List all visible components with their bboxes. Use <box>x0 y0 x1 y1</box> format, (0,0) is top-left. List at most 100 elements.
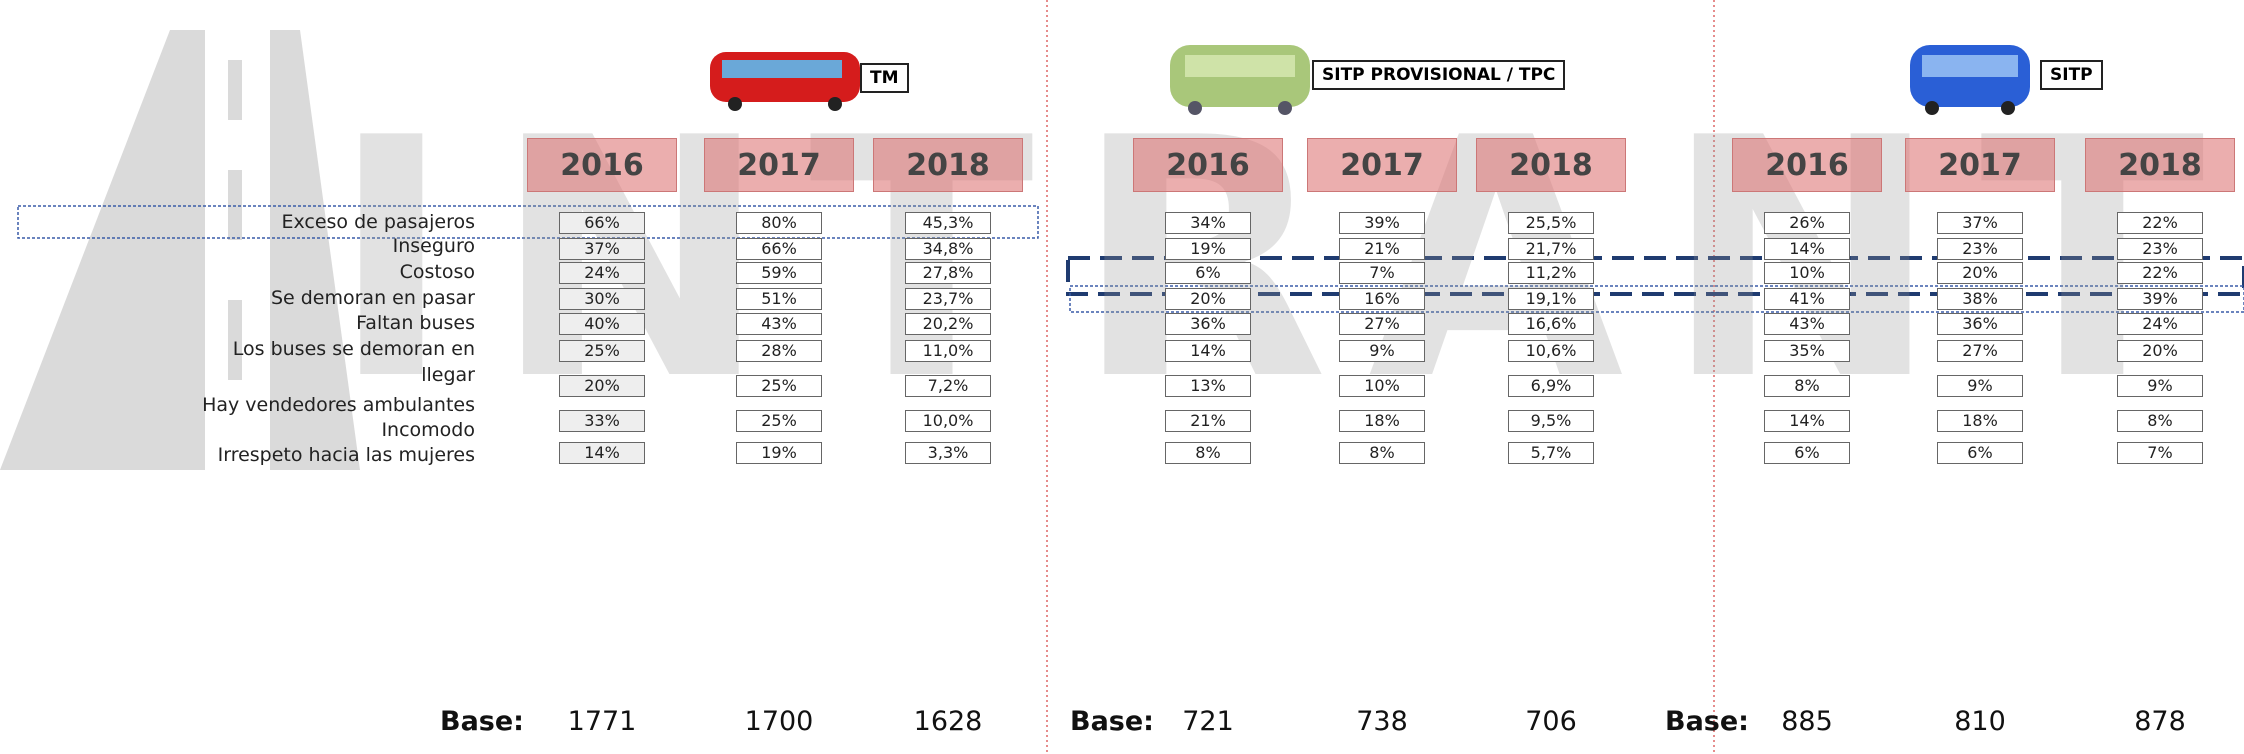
row-label: Hay vendedores ambulantes <box>202 394 475 416</box>
row-label: Irrespeto hacia las mujeres <box>217 444 475 466</box>
value-cell: 18% <box>1937 410 2023 432</box>
value-cell: 33% <box>559 410 645 432</box>
value-cell: 14% <box>1764 238 1850 260</box>
value-cell: 6% <box>1937 442 2023 464</box>
value-cell: 13% <box>1165 375 1251 397</box>
value-cell: 51% <box>736 288 822 310</box>
value-cell: 16,6% <box>1508 313 1594 335</box>
value-cell: 10,6% <box>1508 340 1594 362</box>
value-cell: 36% <box>1937 313 2023 335</box>
value-cell: 21% <box>1165 410 1251 432</box>
value-cell: 45,3% <box>905 212 991 234</box>
value-cell: 6% <box>1165 262 1251 284</box>
base-label: Base: <box>440 706 524 737</box>
value-cell: 28% <box>736 340 822 362</box>
value-cell: 66% <box>559 212 645 234</box>
base-value: 1628 <box>913 706 983 737</box>
highlight <box>17 205 1039 239</box>
year-header: 2017 <box>704 138 854 192</box>
value-cell: 27% <box>1339 313 1425 335</box>
value-cell: 24% <box>2117 313 2203 335</box>
value-cell: 6,9% <box>1508 375 1594 397</box>
year-header: 2018 <box>1476 138 1626 192</box>
bus-icon <box>1910 45 2030 115</box>
value-cell: 9% <box>2117 375 2203 397</box>
value-cell: 59% <box>736 262 822 284</box>
value-cell: 16% <box>1339 288 1425 310</box>
base-value: 1771 <box>567 706 637 737</box>
logo-road <box>270 30 360 470</box>
value-cell: 35% <box>1764 340 1850 362</box>
row-label: Inseguro <box>392 235 475 257</box>
value-cell: 80% <box>736 212 822 234</box>
bus-icon <box>1170 45 1310 115</box>
year-header: 2018 <box>2085 138 2235 192</box>
value-cell: 10% <box>1339 375 1425 397</box>
row-label: Faltan buses <box>356 312 475 334</box>
year-header: 2017 <box>1307 138 1457 192</box>
value-cell: 8% <box>2117 410 2203 432</box>
value-cell: 41% <box>1764 288 1850 310</box>
year-header: 2016 <box>1133 138 1283 192</box>
value-cell: 25,5% <box>1508 212 1594 234</box>
value-cell: 37% <box>1937 212 2023 234</box>
value-cell: 8% <box>1764 375 1850 397</box>
value-cell: 7% <box>2117 442 2203 464</box>
value-cell: 36% <box>1165 313 1251 335</box>
group-name: TM <box>860 63 909 93</box>
value-cell: 27% <box>1937 340 2023 362</box>
value-cell: 10% <box>1764 262 1850 284</box>
base-value: 706 <box>1525 706 1577 737</box>
value-cell: 20% <box>1165 288 1251 310</box>
value-cell: 14% <box>1764 410 1850 432</box>
bus-icon <box>710 52 860 111</box>
value-cell: 39% <box>1339 212 1425 234</box>
value-cell: 11,2% <box>1508 262 1594 284</box>
value-cell: 8% <box>1339 442 1425 464</box>
value-cell: 20% <box>2117 340 2203 362</box>
value-cell: 25% <box>559 340 645 362</box>
value-cell: 39% <box>2117 288 2203 310</box>
value-cell: 9,5% <box>1508 410 1594 432</box>
year-header: 2018 <box>873 138 1023 192</box>
value-cell: 19% <box>736 442 822 464</box>
base-label: Base: <box>1665 706 1749 737</box>
value-cell: 23,7% <box>905 288 991 310</box>
year-header: 2016 <box>1732 138 1882 192</box>
value-cell: 7,2% <box>905 375 991 397</box>
group-name: SITP <box>2040 60 2103 90</box>
value-cell: 19,1% <box>1508 288 1594 310</box>
value-cell: 7% <box>1339 262 1425 284</box>
base-value: 885 <box>1781 706 1833 737</box>
highlight <box>1069 285 2244 313</box>
base-value: 810 <box>1954 706 2006 737</box>
value-cell: 26% <box>1764 212 1850 234</box>
value-cell: 5,7% <box>1508 442 1594 464</box>
value-cell: 3,3% <box>905 442 991 464</box>
value-cell: 8% <box>1165 442 1251 464</box>
value-cell: 30% <box>559 288 645 310</box>
value-cell: 43% <box>736 313 822 335</box>
value-cell: 24% <box>559 262 645 284</box>
value-cell: 19% <box>1165 238 1251 260</box>
highlight <box>1066 256 2244 296</box>
row-label: Los buses se demoran en llegar <box>232 338 475 386</box>
value-cell: 21,7% <box>1508 238 1594 260</box>
value-cell: 10,0% <box>905 410 991 432</box>
value-cell: 20% <box>1937 262 2023 284</box>
value-cell: 25% <box>736 375 822 397</box>
value-cell: 9% <box>1339 340 1425 362</box>
base-value: 721 <box>1182 706 1234 737</box>
row-label: Exceso de pasajeros <box>281 211 475 233</box>
value-cell: 14% <box>1165 340 1251 362</box>
year-header: 2016 <box>527 138 677 192</box>
value-cell: 43% <box>1764 313 1850 335</box>
year-header: 2017 <box>1905 138 2055 192</box>
value-cell: 40% <box>559 313 645 335</box>
row-label: Costoso <box>399 261 475 283</box>
value-cell: 9% <box>1937 375 2023 397</box>
value-cell: 23% <box>2117 238 2203 260</box>
value-cell: 37% <box>559 238 645 260</box>
